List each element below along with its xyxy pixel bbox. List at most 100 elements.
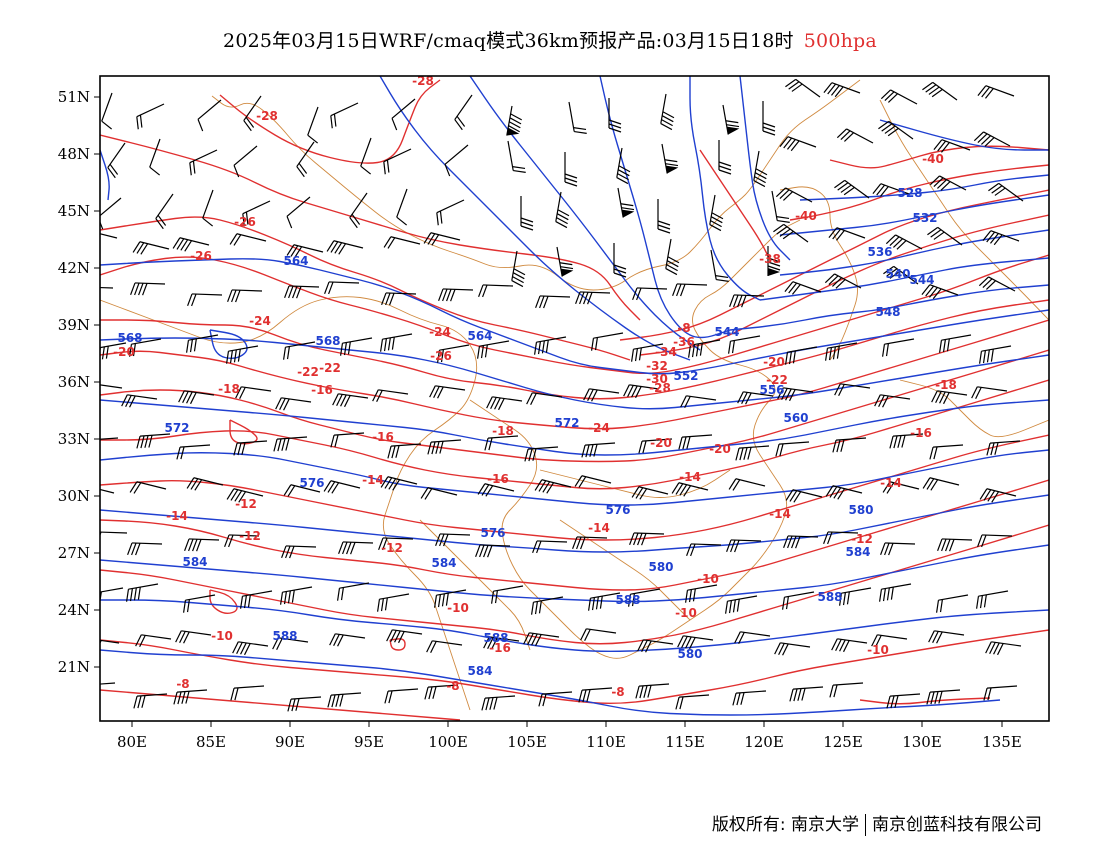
- temperature-label: -12: [235, 497, 257, 511]
- wind-barb: [825, 485, 863, 500]
- wind-barb: [883, 265, 919, 285]
- boundary-line: [879, 99, 1049, 321]
- wind-barb: [785, 78, 821, 98]
- wind-barb: [568, 101, 587, 134]
- wind-barb: [985, 641, 1022, 656]
- height-contour: [100, 544, 1049, 603]
- height-label: 584: [182, 555, 207, 569]
- wind-barb: [874, 394, 911, 408]
- wind-barb: [202, 189, 214, 227]
- wind-barb: [243, 95, 262, 132]
- wind-barb: [926, 689, 961, 705]
- temperature-label: -28: [649, 381, 671, 395]
- wind-barb: [426, 640, 463, 653]
- wind-barb: [132, 241, 170, 255]
- temperature-label: -14: [880, 476, 902, 490]
- wind-barb: [226, 345, 259, 364]
- wind-barb: [933, 139, 971, 153]
- height-label: 580: [848, 503, 873, 517]
- latitude-axis: 51N 48N 45N 42N 39N 36N 33N 30N 27N 24N 21N: [58, 88, 100, 676]
- wind-barb: [661, 143, 679, 174]
- wind-barb: [591, 332, 624, 351]
- wind-barb: [616, 147, 631, 185]
- wind-barb: [423, 232, 461, 246]
- wind-barb: [233, 440, 268, 456]
- temperature-label: -20: [650, 436, 672, 450]
- temperature-label: -22: [319, 361, 341, 375]
- wind-barb: [710, 249, 729, 282]
- longitude-axis: 80E 85E 90E 95E 100E 105E 110E 115E 120E 125E 130E…: [117, 721, 1022, 751]
- wind-barb: [773, 223, 809, 243]
- wind-barb: [872, 183, 910, 197]
- wind-barb: [823, 82, 861, 98]
- wind-barb: [186, 334, 219, 353]
- wind-barb: [632, 287, 668, 301]
- wind-barb: [184, 538, 220, 552]
- wind-barb: [101, 92, 113, 130]
- boundary-line: [639, 219, 801, 651]
- boundary-lines: [100, 79, 1049, 711]
- temperature-label: -40: [795, 209, 817, 223]
- wind-barb: [564, 152, 578, 187]
- temperature-contour: [100, 134, 641, 321]
- wind-barb: [880, 89, 918, 105]
- wind-barb: [937, 538, 973, 552]
- wind-barb: [979, 488, 1017, 503]
- wind-barb: [136, 103, 165, 130]
- wind-barb: [287, 696, 322, 712]
- wind-barb: [100, 383, 123, 389]
- lat-tick-label: 39N: [58, 316, 90, 334]
- lon-tick-label: 95E: [354, 733, 384, 751]
- wind-barb: [777, 387, 814, 402]
- wind-barb: [879, 583, 912, 602]
- wind-barb: [189, 149, 218, 176]
- temperature-label: -8: [176, 677, 189, 691]
- wind-barb: [828, 227, 866, 241]
- wind-barb: [435, 533, 471, 547]
- lon-tick-label: 120E: [744, 733, 784, 751]
- wind-barb: [380, 476, 418, 491]
- height-contour: [729, 284, 1049, 331]
- wind-barb: [330, 102, 359, 129]
- lon-tick-label: 110E: [586, 733, 626, 751]
- temperature-contour: [100, 479, 1049, 591]
- wind-barb: [931, 390, 968, 405]
- temperature-contour: [789, 164, 1049, 221]
- wind-barb: [629, 532, 665, 546]
- wind-barb: [637, 639, 674, 653]
- height-contour: [469, 76, 701, 351]
- temperature-contour: [100, 254, 1049, 375]
- wind-barb: [224, 534, 260, 548]
- wind-barb: [735, 445, 770, 461]
- wind-barb: [889, 433, 924, 449]
- height-contour: [689, 76, 761, 301]
- wind-barb: [483, 636, 520, 650]
- temperature-contour: [100, 216, 631, 361]
- temperature-label: -16: [311, 383, 333, 397]
- height-label: 568: [117, 331, 142, 345]
- height-contour: [100, 649, 1001, 716]
- boundary-line: [539, 469, 731, 498]
- temperature-label: -14: [679, 470, 701, 484]
- wind-barb: [360, 137, 372, 175]
- wind-barb: [283, 341, 316, 360]
- wind-barb: [381, 292, 417, 306]
- height-label: 580: [648, 560, 673, 574]
- temperature-label: -18: [935, 378, 957, 392]
- height-contour: [209, 329, 248, 360]
- wind-barb: [878, 120, 914, 140]
- wind-barb: [829, 682, 864, 698]
- wind-barb: [580, 628, 617, 641]
- wind-barb: [823, 531, 859, 545]
- wind-barb: [396, 188, 408, 226]
- wind-barb: [173, 689, 208, 705]
- temperature-label: -10: [675, 606, 697, 620]
- height-label: 560: [783, 411, 808, 425]
- lon-tick-label: 125E: [823, 733, 863, 751]
- wind-barb: [380, 333, 413, 352]
- wind-barb: [834, 179, 870, 199]
- wind-barb: [718, 140, 732, 175]
- wind-barbs: [100, 78, 1024, 712]
- height-contour: [799, 174, 1049, 201]
- wind-barb: [454, 94, 473, 131]
